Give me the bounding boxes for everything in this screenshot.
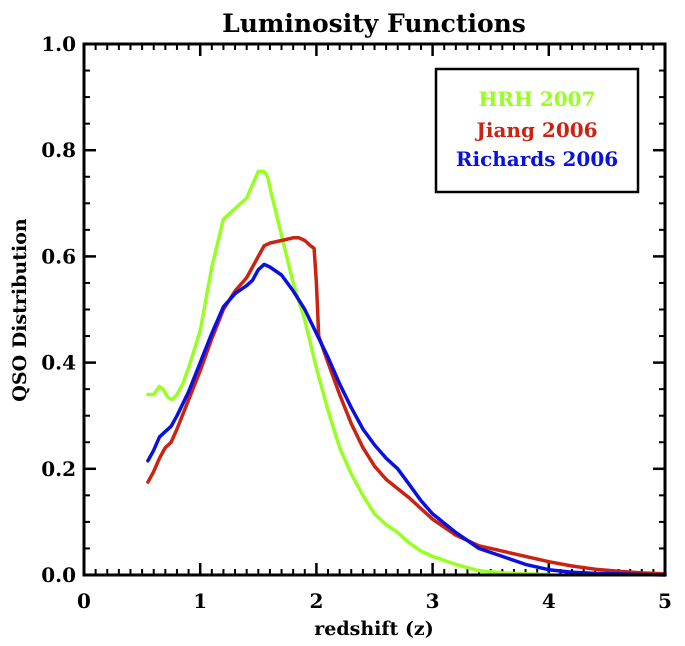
legend-entry-richards-2006: Richards 2006 — [456, 147, 618, 171]
series-lines — [146, 169, 667, 577]
x-axis-label: redshift (z) — [314, 618, 433, 640]
y-tick-label: 0.0 — [41, 563, 76, 587]
chart-title: Luminosity Functions — [222, 9, 526, 38]
x-tick-label: 3 — [426, 589, 440, 613]
legend: HRH 2007 Jiang 2006 Richards 2006 — [434, 67, 640, 194]
legend-box — [434, 67, 640, 194]
x-tick-label: 4 — [542, 589, 556, 613]
y-tick-label: 0.4 — [41, 351, 76, 375]
axis-tick-labels: 0 1 2 3 4 5 0.0 0.2 0.4 0.6 0.8 1.0 — [41, 32, 672, 613]
x-tick-label: 1 — [193, 589, 207, 613]
legend-entry-jiang-2006: Jiang 2006 — [474, 118, 597, 142]
plot-frame — [82, 42, 667, 577]
x-tick-label: 0 — [77, 589, 91, 613]
legend-entry-hrh-2007: HRH 2007 — [478, 87, 595, 111]
y-tick-label: 0.2 — [41, 457, 76, 481]
y-tick-label: 1.0 — [41, 32, 76, 56]
series-line-hrh-2007 — [146, 169, 551, 577]
series-line-jiang-2006 — [146, 236, 667, 576]
x-tick-label: 5 — [658, 589, 672, 613]
x-tick-label: 2 — [309, 589, 323, 613]
series-line-richards-2006 — [146, 262, 667, 577]
y-tick-label: 0.8 — [41, 138, 76, 162]
y-tick-label: 0.6 — [41, 244, 76, 268]
y-axis-label: QSO Distribution — [9, 218, 31, 402]
